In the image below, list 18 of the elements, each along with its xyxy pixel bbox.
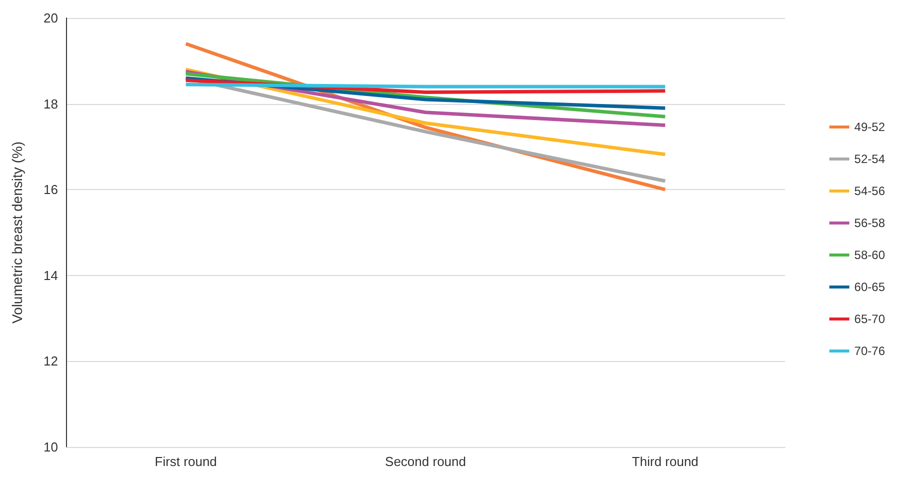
y-axis-title: Volumetric breast density (%) <box>9 141 25 324</box>
legend-label: 70-76 <box>854 344 886 358</box>
legend-label: 60-65 <box>854 280 886 294</box>
legend-label: 52-54 <box>854 152 886 166</box>
legend-label: 56-58 <box>854 216 886 230</box>
y-tick-label: 18 <box>44 96 58 112</box>
legend-label: 49-52 <box>854 120 886 134</box>
legend-label: 65-70 <box>854 312 886 326</box>
y-tick-label: 20 <box>44 10 58 26</box>
y-tick-label: 14 <box>44 268 58 283</box>
legend-label: 54-56 <box>854 184 886 198</box>
x-tick-label: Second round <box>385 454 466 469</box>
legend-label: 58-60 <box>854 248 886 262</box>
y-tick-label: 10 <box>44 440 58 454</box>
y-tick-label: 12 <box>44 354 58 369</box>
x-tick-label: Third round <box>632 454 698 469</box>
x-tick-label: First round <box>154 454 217 469</box>
y-tick-label: 16 <box>44 182 58 198</box>
